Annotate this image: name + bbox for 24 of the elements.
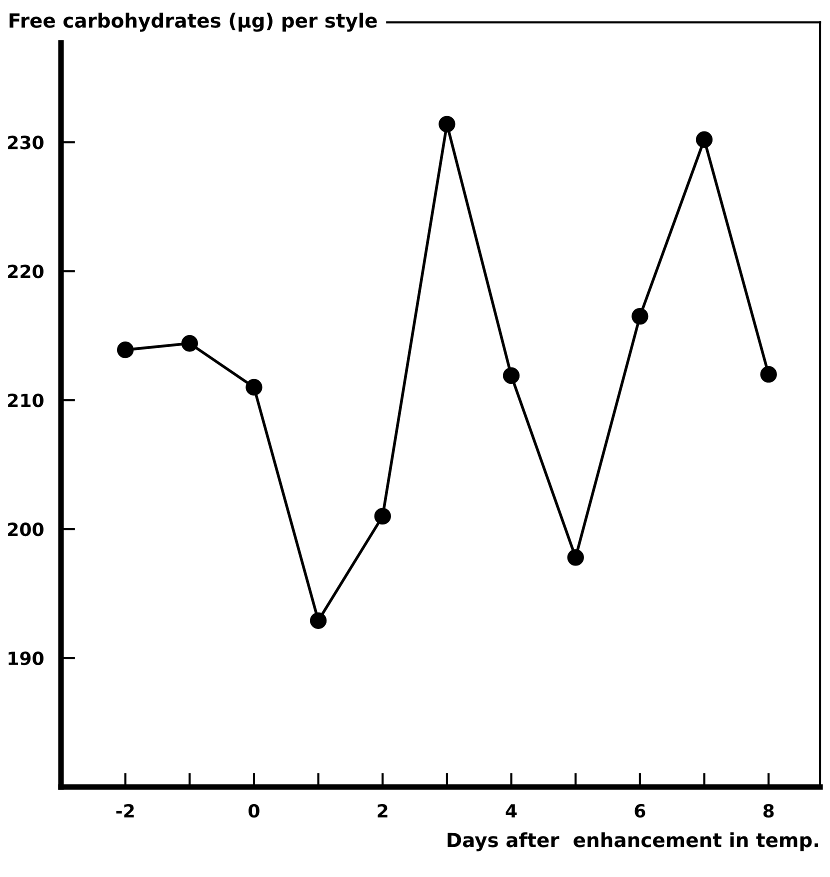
- point: [760, 366, 777, 383]
- point: [632, 308, 648, 325]
- x-tick-label: 2: [378, 804, 388, 818]
- x-tick-label: 8: [763, 804, 774, 818]
- y-tick-label: 220: [8, 264, 44, 278]
- x-tick-label: 4: [506, 804, 517, 818]
- x-tick-label: 0: [248, 804, 260, 818]
- x-axis-title: Days after enhancement in temp.: [448, 832, 818, 852]
- point: [246, 378, 262, 396]
- point: [438, 116, 456, 132]
- x-tick-label: 6: [634, 804, 646, 818]
- point: [502, 367, 520, 384]
- y-tick-label: 200: [8, 522, 44, 536]
- point: [567, 549, 584, 566]
- point: [310, 612, 327, 629]
- y-tick-label: 190: [8, 652, 44, 666]
- y-tick-label: 210: [8, 394, 44, 408]
- point: [116, 342, 134, 358]
- y-tick-label: 230: [8, 136, 44, 150]
- point: [181, 335, 198, 352]
- x-tick-label: -2: [116, 804, 134, 818]
- point: [696, 131, 713, 148]
- point: [374, 508, 391, 525]
- y-axis-title: Free carbohydrates (μg) per style: [10, 12, 377, 32]
